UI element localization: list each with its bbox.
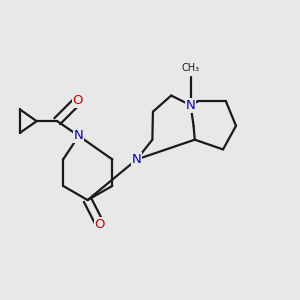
Text: O: O <box>73 94 83 107</box>
Text: N: N <box>74 129 84 142</box>
Text: O: O <box>95 218 105 231</box>
Text: N: N <box>186 99 196 112</box>
Text: N: N <box>132 153 142 166</box>
Text: CH₃: CH₃ <box>182 63 200 74</box>
